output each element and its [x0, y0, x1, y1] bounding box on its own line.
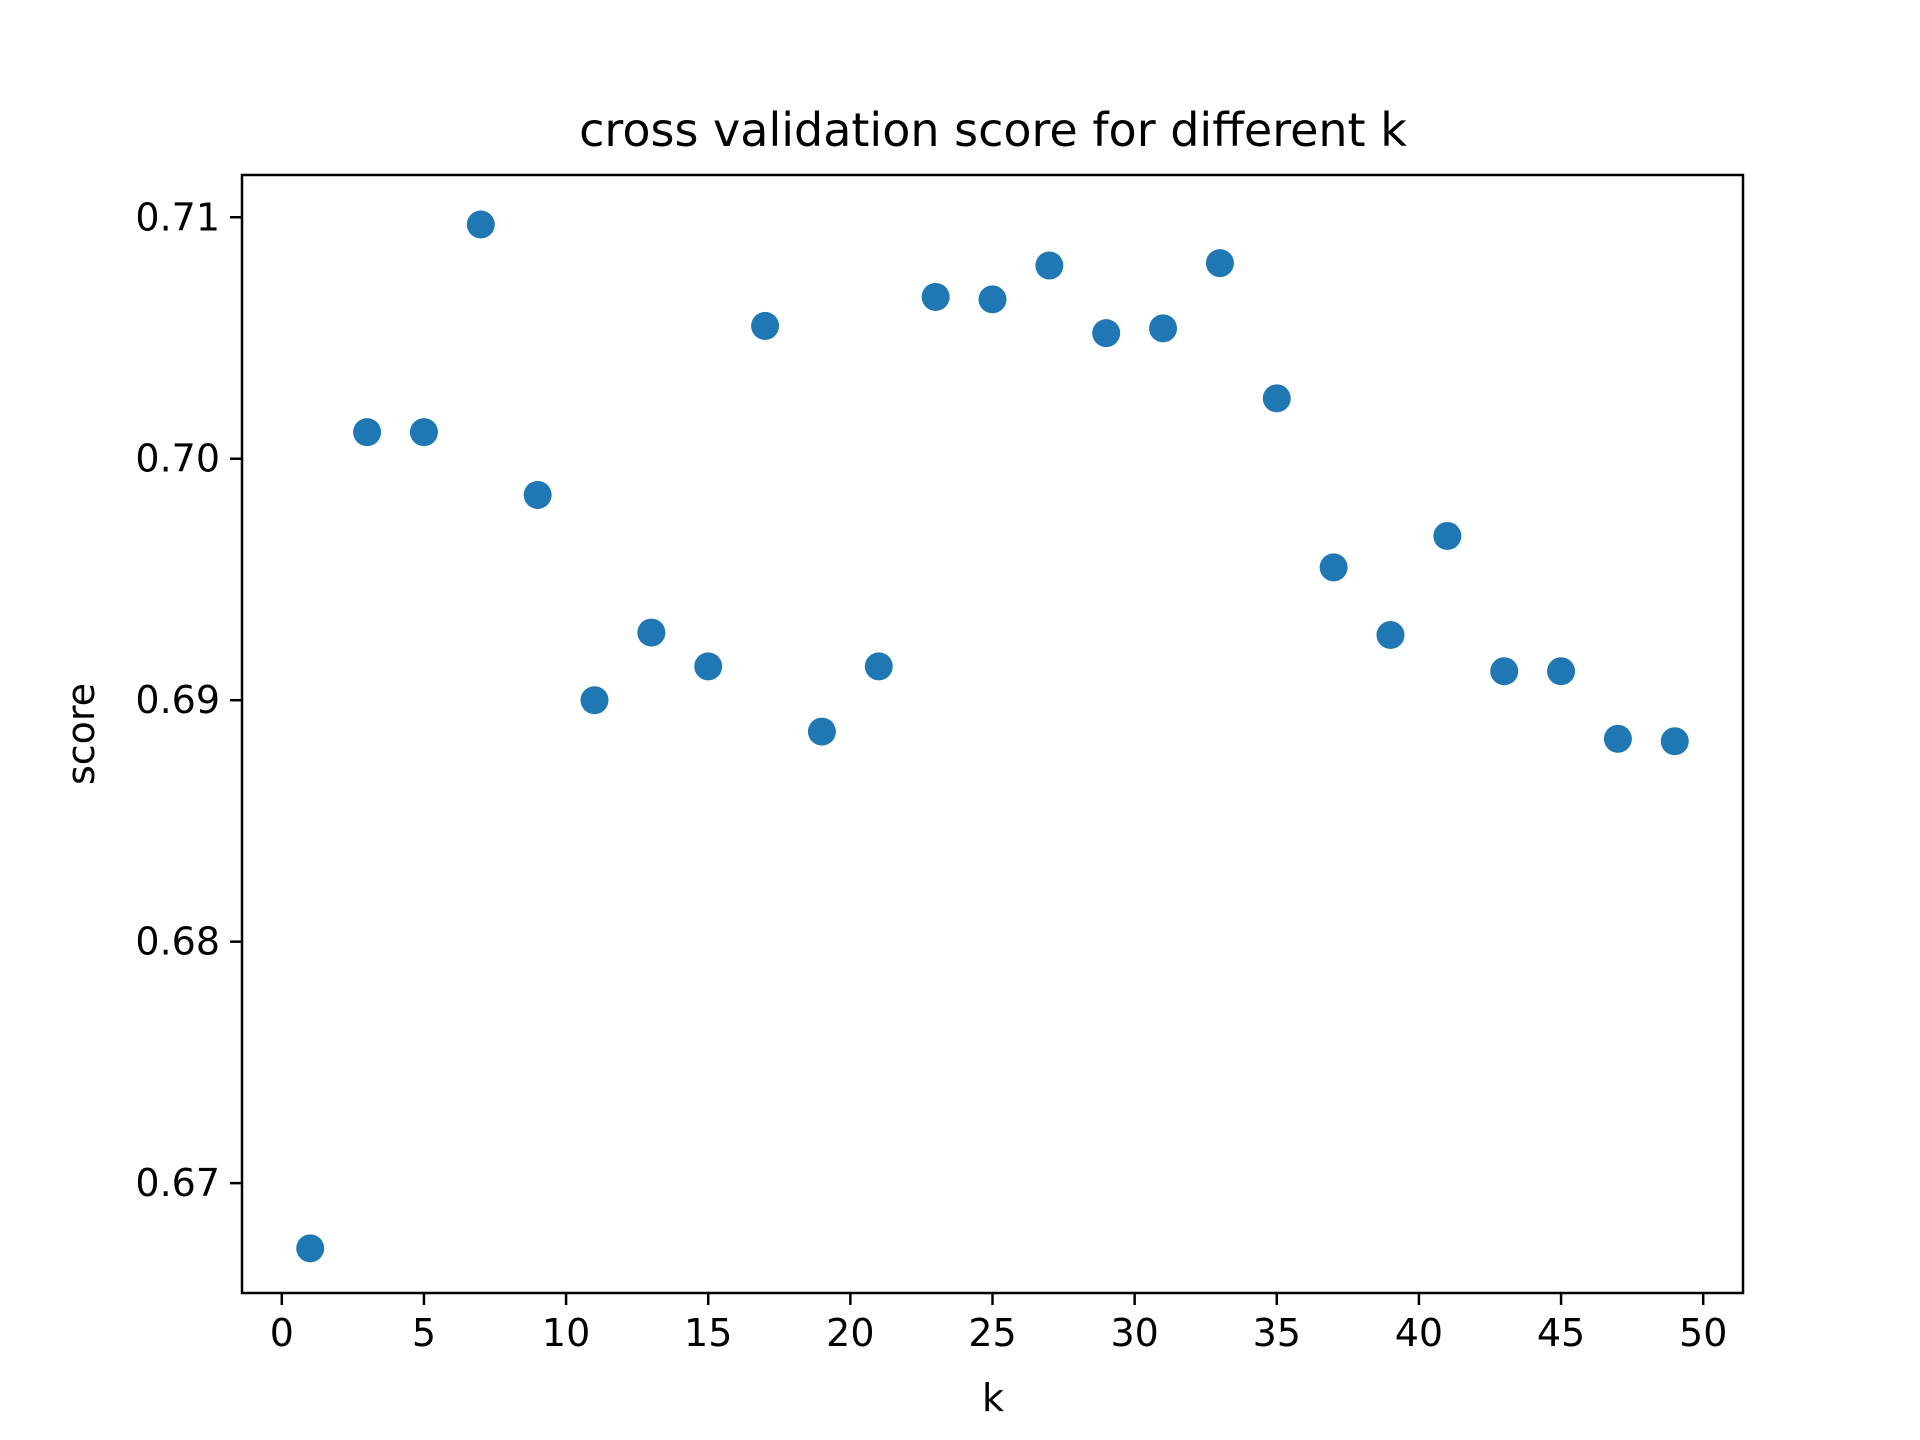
data-point	[694, 652, 723, 681]
data-point	[1149, 314, 1178, 343]
data-point	[1490, 657, 1519, 686]
data-point	[807, 717, 836, 746]
data-point	[637, 618, 666, 647]
data-points	[296, 210, 1689, 1263]
x-tick-label: 15	[684, 1311, 732, 1355]
y-tick-label: 0.71	[135, 195, 220, 239]
data-point	[921, 282, 950, 311]
x-tick-label: 10	[542, 1311, 590, 1355]
data-point	[523, 480, 552, 509]
data-point	[751, 311, 780, 340]
y-axis-label: score	[59, 683, 103, 785]
data-point	[1376, 620, 1405, 649]
data-point	[1319, 553, 1348, 582]
x-tick-label: 50	[1679, 1311, 1727, 1355]
y-tick-label: 0.67	[135, 1161, 220, 1205]
data-point	[1092, 319, 1121, 348]
x-tick-label: 30	[1110, 1311, 1158, 1355]
data-point	[1660, 727, 1689, 756]
x-tick-label: 20	[826, 1311, 874, 1355]
x-axis-label: k	[982, 1376, 1004, 1420]
y-tick-label: 0.69	[135, 678, 220, 722]
axis-ticks: 0 5 10 15 20 25 30 35 40 45 50 0.67 0.68 0.69 0.70 0.71	[135, 195, 1727, 1355]
x-tick-label: 45	[1537, 1311, 1585, 1355]
x-tick-label: 0	[270, 1311, 294, 1355]
data-point	[864, 652, 893, 681]
data-point	[978, 285, 1007, 314]
x-tick-label: 5	[412, 1311, 436, 1355]
data-point	[580, 686, 609, 715]
x-tick-label: 35	[1253, 1311, 1301, 1355]
chart-title: cross validation score for different k	[579, 103, 1407, 157]
data-point	[1205, 249, 1234, 278]
y-tick-label: 0.70	[135, 437, 220, 481]
data-point	[1035, 251, 1064, 280]
data-point	[353, 418, 382, 447]
data-point	[1433, 521, 1462, 550]
data-point	[409, 418, 438, 447]
data-point	[1603, 724, 1632, 753]
y-tick-label: 0.68	[135, 920, 220, 964]
data-point	[296, 1234, 325, 1263]
data-point	[1262, 384, 1291, 413]
data-point	[466, 210, 495, 239]
x-tick-label: 40	[1395, 1311, 1443, 1355]
plot-frame	[240, 173, 1745, 1295]
data-point	[1547, 657, 1576, 686]
x-tick-label: 25	[968, 1311, 1016, 1355]
